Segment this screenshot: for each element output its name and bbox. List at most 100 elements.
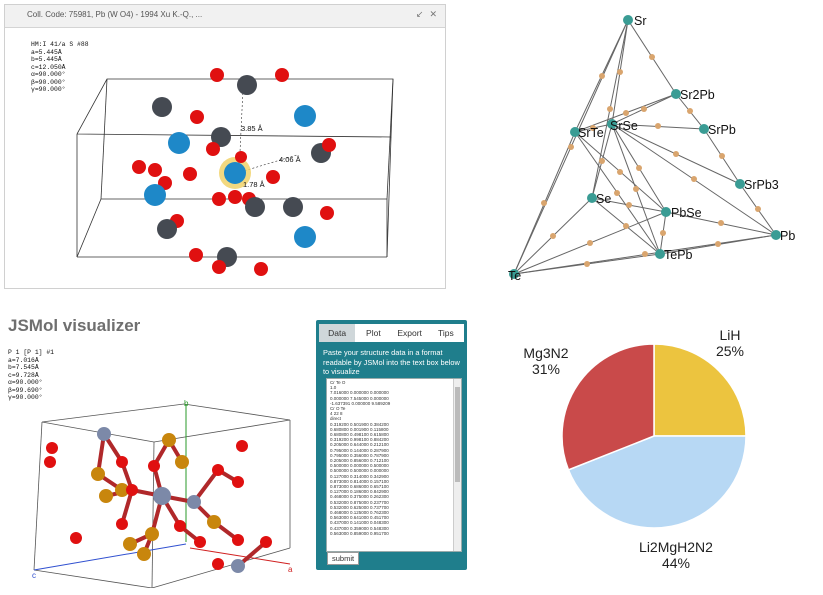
unit-cell-info: HM:I 41/a S #88 a=5.445Å b=5.445Å c=12.0…	[31, 41, 89, 94]
oxygen-atom	[189, 248, 203, 262]
distance-label: 1.78 Å	[243, 180, 265, 189]
lead-atom	[245, 197, 265, 217]
cell-info-line: c=9.728Å	[8, 371, 39, 379]
oxygen-atom	[235, 151, 247, 163]
bonds	[96, 432, 268, 568]
atoms	[44, 427, 272, 573]
oxygen-atom	[148, 460, 160, 472]
tungsten-atom	[294, 105, 316, 127]
cell-info-line: γ=90.000°	[8, 394, 43, 401]
oxygen-atom	[194, 536, 206, 548]
oxygen-atom	[148, 163, 162, 177]
slice-label: LiH	[719, 327, 740, 343]
phase-node	[570, 127, 580, 137]
pie-slice	[561, 343, 655, 471]
distance-label: 4.06 Å	[279, 155, 301, 164]
phase-label: SrPb3	[744, 178, 779, 192]
cr-atom	[97, 427, 111, 441]
phase-diagram-panel: Sr Sr2Pb SrPb SrPb3 Pb PbSe TePb Te Se S…	[490, 6, 820, 291]
scrollbar-thumb[interactable]	[455, 387, 460, 482]
distance-label: 3.85 Å	[241, 124, 263, 133]
te-atom	[91, 467, 105, 481]
cell-info-line: γ=90.000°	[31, 86, 66, 93]
restore-icon[interactable]: ↙	[415, 9, 424, 19]
oxygen-atom	[132, 160, 146, 174]
axis-label: c	[32, 571, 36, 580]
phase-node	[771, 230, 781, 240]
te-atom	[123, 537, 137, 551]
lead-atom	[211, 127, 231, 147]
axis-label: b	[184, 399, 189, 408]
unit-cell-info: P 1 [P 1] #1 a=7.016Å b=7.545Å c=9.728Å …	[8, 349, 54, 402]
c-axis	[33, 543, 187, 571]
cell-info-line: b=7.545Å	[8, 364, 39, 371]
oxygen-atom	[190, 110, 204, 124]
cell-info-line: β=90.000°	[31, 78, 66, 86]
phase-node	[607, 119, 617, 129]
lead-atom	[237, 75, 257, 95]
phase-node	[661, 207, 671, 217]
atoms	[132, 68, 336, 276]
cell-info-line: P 1 [P 1] #1	[8, 349, 55, 356]
lead-atom	[157, 219, 177, 239]
te-atom	[99, 489, 113, 503]
oxygen-atom	[44, 456, 56, 468]
cr-atom	[231, 559, 245, 573]
cell-info-line: HM:I 41/a S #88	[31, 41, 89, 48]
phase-node	[587, 193, 597, 203]
oxygen-atom	[206, 142, 220, 156]
phase-label: Te	[508, 269, 521, 283]
slice-value-label: 25%	[716, 343, 744, 359]
phase-diagram: Sr Sr2Pb SrPb SrPb3 Pb PbSe TePb Te Se S…	[508, 14, 795, 283]
tab-tips[interactable]: Tips	[438, 328, 454, 338]
oxygen-atom	[266, 170, 280, 184]
slice-value-label: 31%	[532, 361, 560, 377]
te-atom	[207, 515, 221, 529]
phase-label: SrTe	[578, 126, 604, 140]
structure-textarea[interactable]: Cr Te O 1.0 7.016000 0.000000 0.000000 0…	[326, 378, 462, 552]
cell-info-line: a=7.016Å	[8, 356, 39, 364]
submit-button[interactable]: submit	[327, 552, 360, 565]
te-atom	[145, 527, 159, 541]
jsmol-visualizer: JSMol visualizer P 1 [P 1] #1 a=7.016Å b…	[4, 312, 309, 588]
oxygen-atom	[212, 192, 226, 206]
tungsten-atom	[168, 132, 190, 154]
tab-bar: Data Plot Export Tips	[319, 324, 464, 342]
oxygen-atom	[254, 262, 268, 276]
structure-viewer[interactable]: b a c	[4, 312, 304, 588]
phase-nodes	[509, 15, 781, 279]
pie-slice	[567, 435, 747, 529]
oxygen-atom	[322, 138, 336, 152]
cell-info-line: β=99.690°	[8, 386, 43, 394]
tab-data[interactable]: Data	[319, 324, 356, 342]
tungsten-atom	[294, 226, 316, 248]
phase-label: SrSe	[610, 119, 638, 133]
tab-export[interactable]: Export	[397, 328, 422, 338]
oxygen-atom	[228, 190, 242, 204]
cr-atom	[153, 487, 171, 505]
phase-label: Sr2Pb	[680, 88, 715, 102]
cell-info-line: a=5.445Å	[31, 48, 62, 56]
oxygen-atom	[232, 476, 244, 488]
cell-info-line: α=90.000°	[31, 71, 66, 78]
slice-label: Mg3N2	[523, 345, 568, 361]
oxygen-atom	[275, 68, 289, 82]
instructions-text: Paste your structure data in a format re…	[323, 348, 460, 377]
textarea-content: Cr Te O 1.0 7.016000 0.000000 0.000000 0…	[330, 380, 391, 536]
phase-label: Sr	[634, 14, 647, 28]
oxygen-atom	[210, 68, 224, 82]
te-atom	[175, 455, 189, 469]
close-icon[interactable]: ✕	[429, 9, 437, 19]
phase-label: Se	[596, 192, 611, 206]
te-atom	[162, 433, 176, 447]
oxygen-atom	[70, 532, 82, 544]
textarea-scrollbar[interactable]	[453, 379, 461, 551]
phase-node	[735, 179, 745, 189]
oxygen-atom	[46, 442, 58, 454]
te-atom	[137, 547, 151, 561]
phase-node	[509, 269, 519, 279]
slice-label: Li2MgH2N2	[639, 539, 713, 555]
structure-viewer[interactable]: 3.85 Å 4.06 Å 1.78 Å	[5, 27, 445, 289]
tab-plot[interactable]: Plot	[366, 328, 381, 338]
cr-atom	[187, 495, 201, 509]
